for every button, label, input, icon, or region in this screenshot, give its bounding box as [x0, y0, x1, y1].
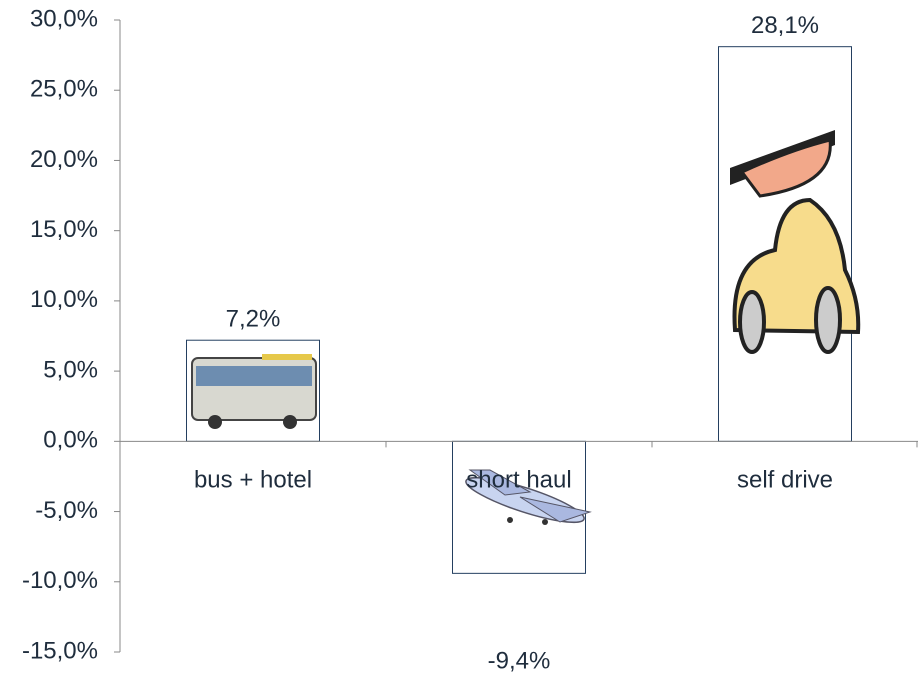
y-tick-label: -15,0% — [22, 637, 98, 664]
y-tick-label: 15,0% — [30, 216, 98, 243]
bus-icon — [191, 354, 317, 429]
plane-icon — [465, 469, 592, 525]
value-label: 7,2% — [226, 306, 281, 333]
x-tick-label: self drive — [737, 467, 833, 494]
x-tick-label: bus + hotel — [194, 467, 312, 494]
car-icon — [730, 130, 861, 354]
y-tick-label: 20,0% — [30, 146, 98, 173]
x-tick-label: short haul — [466, 467, 571, 494]
y-tick-label: 10,0% — [30, 286, 98, 313]
y-tick-label: 30,0% — [30, 5, 98, 32]
y-tick-label: -10,0% — [22, 567, 98, 594]
y-tick-label: -5,0% — [35, 497, 98, 524]
y-tick-label: 0,0% — [43, 427, 98, 454]
value-label: 28,1% — [751, 12, 819, 39]
y-tick-label: 5,0% — [43, 356, 98, 383]
value-label: -9,4% — [488, 647, 551, 674]
y-tick-label: 25,0% — [30, 76, 98, 103]
icons — [191, 130, 861, 525]
